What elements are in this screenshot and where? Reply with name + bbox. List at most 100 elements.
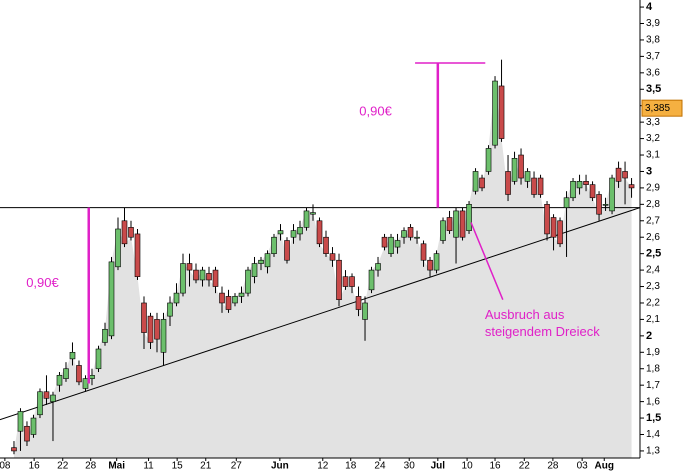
candle-body — [576, 181, 583, 189]
x-tick-label: 21 — [200, 461, 212, 471]
candle-body — [154, 319, 160, 340]
candle-body — [440, 220, 446, 241]
y-tick-label: 1,4 — [646, 429, 660, 440]
y-tick-label: 2 — [646, 330, 652, 342]
x-tick-label: 22 — [57, 461, 69, 471]
y-tick-label: 1,6 — [646, 396, 660, 407]
x-tick-label: 16 — [489, 461, 501, 471]
close-area — [13, 81, 632, 458]
y-tick-label: 2,9 — [646, 183, 660, 194]
candle-body — [466, 204, 472, 231]
measure-label: 0,90€ — [26, 275, 59, 290]
candle-body — [394, 240, 401, 248]
candle-body — [375, 263, 381, 271]
candle-body — [108, 261, 115, 337]
x-tick-label: 10 — [462, 461, 474, 471]
candle-body — [303, 210, 310, 228]
candle-body — [511, 158, 518, 182]
candle-body — [277, 230, 284, 235]
candle-body — [95, 348, 102, 370]
candle-body — [459, 210, 466, 238]
candle-body — [232, 296, 238, 304]
y-tick-label: 2,5 — [646, 248, 661, 260]
candle-body — [583, 181, 589, 185]
candle-body — [310, 212, 316, 215]
x-tick-label: 11 — [143, 461, 154, 471]
candle-body — [258, 259, 264, 264]
candle-body — [193, 269, 199, 281]
y-tick-label: 3 — [646, 165, 652, 177]
candle-body — [43, 391, 50, 399]
candle-body — [563, 197, 570, 208]
y-tick-label: 1,9 — [646, 347, 660, 358]
x-axis-panel — [0, 458, 683, 471]
candle-body — [323, 236, 329, 254]
last-price-badge — [641, 99, 683, 117]
candle-body — [186, 263, 193, 271]
trendline — [0, 207, 641, 421]
y-tick-label: 3,1 — [646, 150, 660, 161]
candle-body — [160, 319, 167, 353]
y-tick-label: 3,5 — [646, 83, 661, 95]
x-tick-label: 03 — [577, 461, 589, 471]
x-tick-label: 28 — [85, 461, 97, 471]
x-tick-label: Mai — [108, 461, 125, 471]
candle-body — [609, 177, 615, 212]
y-tick-label: 3,8 — [646, 35, 660, 46]
candle-body — [550, 217, 557, 238]
candle-body — [271, 236, 277, 254]
x-tick-label: 28 — [547, 461, 559, 471]
candle-body — [24, 425, 30, 442]
x-tick-label: 22 — [519, 461, 531, 471]
candle-body — [329, 253, 336, 261]
candle-body — [245, 269, 251, 294]
y-tick-label: 2,6 — [646, 232, 660, 243]
y-tick-label: 2,3 — [646, 281, 660, 292]
x-tick-label: 12 — [317, 461, 329, 471]
candle-body — [336, 259, 342, 300]
candle-body — [433, 253, 440, 271]
y-tick-label: 1,3 — [646, 446, 660, 457]
y-tick-label: 2,4 — [646, 265, 660, 276]
candle-body — [407, 227, 414, 238]
y-tick-label: 3,7 — [646, 51, 660, 62]
y-tick-label: 3,9 — [646, 18, 660, 29]
x-tick-label: Aug — [595, 461, 614, 471]
candle-body — [524, 171, 531, 182]
candle-body — [128, 227, 134, 238]
y-tick-label: 4 — [646, 1, 653, 13]
candle-body — [37, 391, 43, 416]
candle-body — [427, 259, 433, 271]
candle-body — [11, 447, 17, 452]
candle-body — [264, 253, 271, 268]
candle-body — [492, 80, 498, 146]
candle-body — [596, 194, 602, 215]
candle-body — [446, 217, 453, 231]
candle-body — [498, 85, 505, 139]
candle-body — [63, 368, 69, 379]
candle-body — [544, 204, 550, 235]
candle-body — [297, 227, 303, 235]
candle-body — [206, 273, 212, 281]
candle-body — [414, 236, 420, 239]
candle-body — [225, 296, 232, 310]
candle-body — [17, 411, 24, 432]
y-tick-label: 2,1 — [646, 314, 660, 325]
callout-text: Ausbruch aus — [485, 307, 565, 322]
x-tick-label: 15 — [172, 461, 184, 471]
candle-body — [602, 204, 609, 206]
candle-body — [362, 302, 368, 320]
candle-body — [134, 233, 141, 277]
candle-body — [115, 228, 121, 268]
x-tick-label: Jul — [431, 461, 446, 471]
candle-body — [531, 177, 537, 195]
candle-body — [349, 276, 355, 287]
candle-body — [76, 365, 82, 383]
y-tick-label: 1,8 — [646, 363, 660, 374]
y-tick-label: 2,8 — [646, 199, 660, 210]
x-tick-label: Jun — [271, 461, 289, 471]
candle-body — [401, 230, 407, 238]
candle-body — [50, 394, 56, 402]
candle-body — [485, 148, 492, 172]
y-tick-label: 1,7 — [646, 380, 660, 391]
